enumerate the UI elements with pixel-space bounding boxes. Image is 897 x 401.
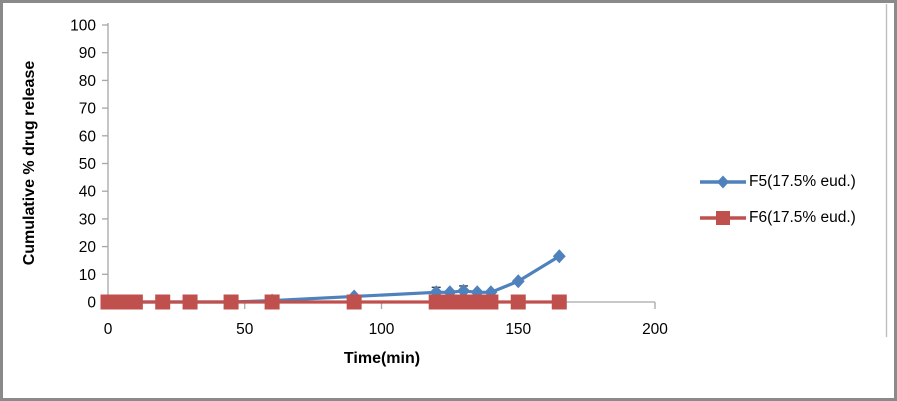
y-axis-title: Cumulative % drug release — [21, 60, 38, 266]
x-tick-label: 0 — [104, 321, 113, 338]
y-tick-label: 0 — [87, 295, 96, 312]
square-marker — [456, 294, 472, 310]
square-marker — [483, 294, 499, 310]
y-tick-label: 10 — [79, 267, 97, 284]
diamond-marker — [552, 249, 566, 264]
y-tick-label: 40 — [79, 184, 97, 201]
f6-series-marker-icon — [700, 211, 746, 225]
y-tick-label: 50 — [79, 156, 97, 173]
square-marker — [155, 294, 171, 310]
legend-label-f5: F5(17.5% eud.) — [749, 173, 856, 190]
square-marker — [551, 294, 567, 310]
x-tick-label: 100 — [369, 321, 395, 338]
diamond-marker — [511, 274, 525, 289]
square-marker — [346, 294, 362, 310]
square-marker — [428, 294, 444, 310]
x-axis-title: Time(min) — [343, 350, 421, 367]
y-tick-label: 70 — [79, 101, 97, 118]
square-marker — [114, 294, 130, 310]
square-marker — [716, 211, 730, 225]
diamond-marker — [717, 175, 729, 189]
square-marker — [442, 294, 458, 310]
x-tick-label: 150 — [505, 321, 531, 338]
y-tick-label: 60 — [79, 128, 97, 145]
y-tick-label: 30 — [79, 211, 97, 228]
square-marker — [510, 294, 526, 310]
legend-item-f5: F5(17.5% eud.) — [699, 164, 856, 200]
legend: F5(17.5% eud.) F6(17.5% eud.) — [699, 164, 856, 236]
square-marker — [264, 294, 280, 310]
square-marker — [127, 294, 143, 310]
square-marker — [469, 294, 485, 310]
y-tick-label: 90 — [79, 45, 97, 62]
square-marker — [182, 294, 198, 310]
y-tick-label: 80 — [79, 73, 97, 90]
y-tick-label: 100 — [70, 18, 96, 35]
square-marker — [100, 294, 116, 310]
x-tick-label: 200 — [642, 321, 668, 338]
f5-series-marker-icon — [700, 175, 746, 189]
legend-item-f6: F6(17.5% eud.) — [699, 200, 856, 236]
square-marker — [223, 294, 239, 310]
x-tick-label: 50 — [236, 321, 254, 338]
y-tick-label: 20 — [79, 239, 97, 256]
diamond-marker — [457, 283, 470, 298]
legend-label-f6: F6(17.5% eud.) — [749, 209, 856, 226]
